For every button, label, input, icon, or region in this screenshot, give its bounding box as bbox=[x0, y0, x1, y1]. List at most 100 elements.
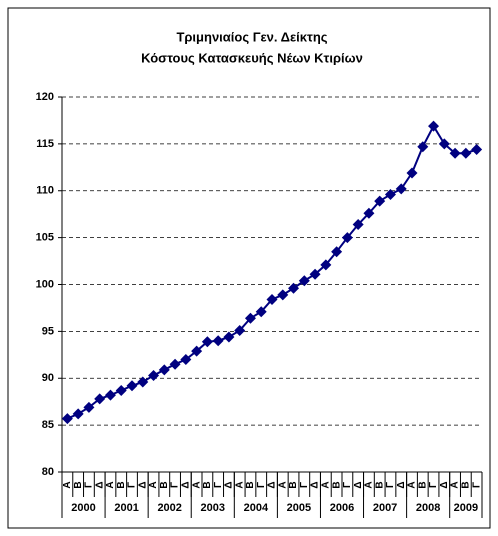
y-tick-label: 120 bbox=[36, 91, 54, 103]
group-label: 2003 bbox=[201, 502, 225, 514]
data-point bbox=[395, 183, 407, 195]
data-point bbox=[212, 335, 224, 347]
x-tick-label: Γ bbox=[213, 482, 224, 488]
group-label: 2005 bbox=[287, 502, 311, 514]
x-tick-label: Α bbox=[407, 481, 418, 488]
data-point bbox=[471, 144, 483, 155]
data-point bbox=[137, 376, 149, 388]
group-label: 2009 bbox=[454, 502, 478, 514]
x-tick-label: Α bbox=[277, 481, 288, 488]
data-point bbox=[223, 331, 235, 343]
x-tick-label: Γ bbox=[428, 482, 439, 488]
data-point bbox=[417, 141, 429, 153]
data-point bbox=[115, 384, 127, 396]
data-point bbox=[341, 232, 353, 244]
data-point bbox=[309, 268, 321, 280]
x-tick-label: Γ bbox=[256, 482, 267, 488]
x-tick-label: Β bbox=[331, 481, 342, 488]
chart-title: Τριμηνιαίος Γεν. Δείκτης bbox=[176, 29, 327, 44]
x-tick-label: Β bbox=[245, 481, 256, 488]
data-point bbox=[180, 354, 192, 365]
y-tick-label: 105 bbox=[36, 232, 54, 244]
x-tick-label: Γ bbox=[342, 482, 353, 488]
x-tick-label: Δ bbox=[439, 481, 450, 488]
data-point bbox=[72, 408, 84, 420]
group-label: 2000 bbox=[71, 502, 95, 514]
data-point bbox=[277, 289, 289, 301]
data-point bbox=[255, 306, 267, 318]
x-tick-label: Γ bbox=[471, 482, 482, 488]
data-point bbox=[158, 364, 170, 376]
y-tick-label: 90 bbox=[42, 372, 54, 384]
x-tick-label: Γ bbox=[127, 482, 138, 488]
y-tick-label: 100 bbox=[36, 278, 54, 290]
x-tick-label: Β bbox=[159, 481, 170, 488]
x-tick-label: Γ bbox=[385, 482, 396, 488]
data-point bbox=[374, 195, 386, 207]
x-tick-label: Α bbox=[234, 481, 245, 488]
data-point bbox=[320, 259, 332, 271]
x-tick-label: Β bbox=[374, 481, 385, 488]
data-point bbox=[61, 413, 73, 425]
group-label: 2008 bbox=[416, 502, 440, 514]
group-label: 2004 bbox=[244, 502, 269, 514]
data-point bbox=[384, 189, 396, 200]
y-tick-label: 95 bbox=[42, 325, 54, 337]
data-point bbox=[104, 389, 116, 401]
x-tick-label: Α bbox=[320, 481, 331, 488]
data-point bbox=[449, 147, 461, 159]
data-point bbox=[298, 275, 310, 287]
x-tick-label: Α bbox=[148, 481, 159, 488]
group-label: 2007 bbox=[373, 502, 397, 514]
y-tick-label: 85 bbox=[42, 419, 54, 431]
y-tick-label: 115 bbox=[36, 138, 54, 150]
y-tick-label: 110 bbox=[36, 185, 54, 197]
x-tick-label: Γ bbox=[170, 482, 181, 488]
data-point bbox=[94, 393, 106, 405]
y-tick-label: 80 bbox=[42, 466, 54, 478]
data-point bbox=[288, 282, 300, 294]
x-tick-label: Γ bbox=[299, 482, 310, 488]
data-point bbox=[363, 207, 375, 219]
x-tick-label: Β bbox=[288, 481, 299, 488]
x-tick-label: Β bbox=[460, 481, 471, 488]
x-tick-label: Δ bbox=[267, 481, 278, 488]
x-tick-label: Β bbox=[417, 481, 428, 488]
x-tick-label: Α bbox=[62, 481, 73, 488]
group-label: 2002 bbox=[157, 502, 181, 514]
data-point bbox=[352, 219, 364, 230]
x-tick-label: Α bbox=[191, 481, 202, 488]
data-point bbox=[201, 336, 213, 348]
x-tick-label: Δ bbox=[137, 481, 148, 488]
chart-frame bbox=[7, 7, 491, 529]
chart-title: Κόστους Κατασκευής Νέων Κτιρίων bbox=[141, 50, 363, 65]
data-point bbox=[169, 358, 181, 370]
data-point bbox=[244, 312, 256, 324]
x-tick-label: Α bbox=[364, 481, 375, 488]
data-point bbox=[460, 147, 472, 159]
data-point bbox=[266, 294, 278, 305]
group-label: 2001 bbox=[114, 502, 138, 514]
x-tick-label: Δ bbox=[353, 481, 364, 488]
x-tick-label: Δ bbox=[310, 481, 321, 488]
data-point bbox=[406, 167, 418, 179]
data-point bbox=[428, 120, 440, 132]
x-tick-label: Δ bbox=[224, 481, 235, 488]
data-point bbox=[438, 138, 450, 150]
group-label: 2006 bbox=[330, 502, 354, 514]
x-tick-label: Δ bbox=[396, 481, 407, 488]
data-point bbox=[148, 369, 160, 381]
x-tick-label: Δ bbox=[94, 481, 105, 488]
data-point bbox=[191, 345, 203, 357]
data-point bbox=[234, 324, 246, 336]
data-point bbox=[83, 401, 95, 413]
x-tick-label: Β bbox=[116, 481, 127, 488]
x-tick-label: Δ bbox=[180, 481, 191, 488]
data-point bbox=[126, 380, 138, 392]
x-tick-label: Γ bbox=[84, 482, 95, 488]
x-tick-label: Α bbox=[105, 481, 116, 488]
x-tick-label: Α bbox=[450, 481, 461, 488]
x-tick-label: Β bbox=[202, 481, 213, 488]
x-tick-label: Β bbox=[73, 481, 84, 488]
